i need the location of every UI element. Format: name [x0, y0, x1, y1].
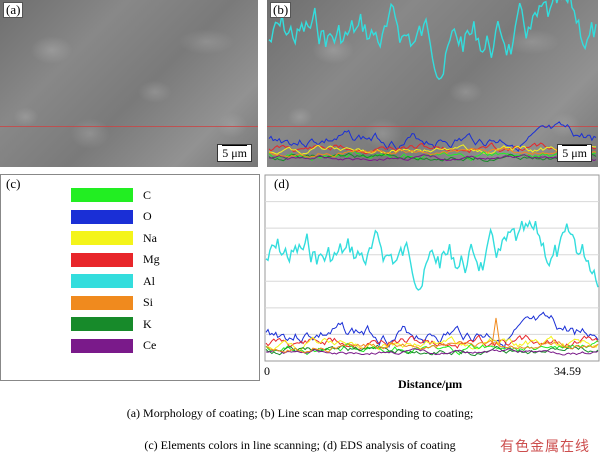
legend-item-k: K [71, 316, 152, 332]
scan-line-a [0, 126, 258, 127]
panel-d-label: (d) [272, 176, 292, 191]
panel-a-label: (a) [3, 2, 24, 18]
trace-ce-b [268, 154, 597, 162]
legend-label: K [143, 316, 152, 331]
trace-o [265, 311, 599, 349]
legend-item-ce: Ce [71, 338, 156, 354]
legend-swatch [71, 295, 133, 310]
trace-mg-b [268, 142, 597, 155]
watermark-logo: 有色金属在线 [500, 436, 590, 456]
trace-na-b [268, 143, 596, 156]
legend-item-o: O [71, 209, 152, 225]
scale-bar-text-a: 5 μm [222, 146, 247, 160]
watermark-text: 有色金属在线 [500, 439, 590, 455]
eds-line-chart [264, 174, 600, 362]
legend-item-mg: Mg [71, 252, 160, 268]
x-axis-min: 0 [264, 364, 270, 378]
legend-label: Mg [143, 252, 160, 266]
scale-bar-line-a [222, 145, 247, 146]
trace-al-b [268, 0, 597, 81]
trace-si-peak [491, 317, 501, 347]
legend-swatch [71, 317, 133, 331]
sem-micrograph-a [0, 0, 258, 167]
trace-k [265, 344, 599, 357]
scale-bar-b: 5 μm [557, 144, 592, 162]
x-axis-max: 34.59 [554, 364, 581, 378]
legend-swatch [71, 231, 133, 245]
legend-label: O [143, 209, 152, 223]
trace-si [265, 339, 599, 353]
panel-c-legend: (c) C O Na Mg Al Si K Ce [0, 174, 260, 381]
figure-caption-line-2: (c) Elements colors in line scanning; (d… [144, 438, 456, 452]
figure-caption-line-1: (a) Morphology of coating; (b) Line scan… [126, 406, 474, 420]
scale-bar-line-b [562, 145, 587, 146]
legend-label: Ce [143, 338, 157, 352]
legend-item-na: Na [71, 230, 157, 246]
panel-d-eds-chart: (d) 0 34.59 Distance/μm [264, 174, 600, 394]
trace-o-b [268, 121, 597, 153]
legend-swatch [71, 274, 133, 288]
legend-swatch [71, 338, 133, 353]
sem-micrograph-b [267, 0, 598, 167]
legend-label: C [143, 187, 152, 202]
panel-c-label: (c) [4, 176, 23, 191]
legend-swatch [71, 252, 133, 267]
legend-item-si: Si [71, 295, 153, 311]
legend-item-al: Al [71, 273, 155, 289]
trace-c-b [268, 150, 597, 162]
chart-frame [264, 174, 600, 362]
legend-label: Na [143, 230, 157, 245]
legend-item-c: C [71, 187, 151, 203]
trace-ce [265, 348, 599, 356]
scan-line-b [267, 126, 598, 127]
panel-b-label: (b) [270, 2, 292, 18]
x-axis-title: Distance/μm [398, 377, 463, 391]
trace-al [265, 219, 599, 291]
legend-label: Al [143, 273, 155, 288]
line-scan-overlay-b [268, 0, 597, 163]
trace-si-b [268, 147, 597, 158]
panel-b-line-scan-image: (b) 5 μm [267, 0, 598, 167]
legend-swatch [71, 188, 133, 202]
scale-bar-a: 5 μm [217, 144, 252, 162]
legend-label: Si [143, 295, 154, 309]
scale-bar-text-b: 5 μm [562, 146, 587, 160]
panel-a-sem-image: (a) 5 μm [0, 0, 258, 167]
legend-swatch [71, 209, 133, 224]
